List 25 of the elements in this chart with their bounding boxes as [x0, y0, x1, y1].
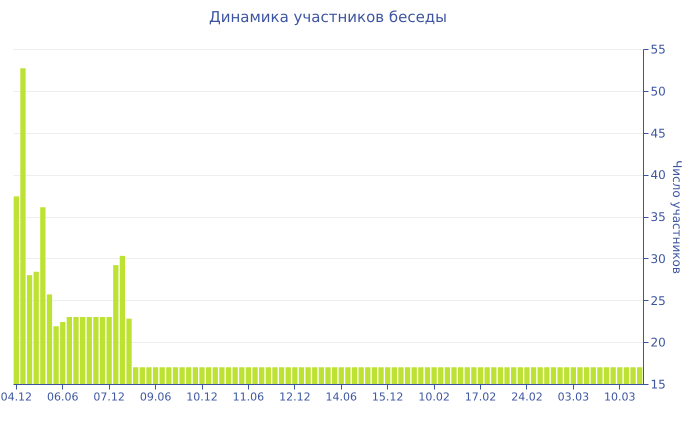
- x-tick-label: 17.02: [464, 390, 496, 404]
- y-tick-label: 50: [650, 84, 666, 98]
- x-tick-label: 12.12: [279, 390, 311, 404]
- x-tick-label: 15.12: [372, 390, 404, 404]
- x-tick-label: 07.12: [93, 390, 125, 404]
- y-axis-title: Число участников: [670, 160, 684, 274]
- y-tick-label: 35: [650, 210, 666, 224]
- y-tick-label: 25: [650, 294, 666, 308]
- x-tick-label: 10.12: [186, 390, 218, 404]
- x-tick-label: 10.02: [418, 390, 450, 404]
- x-tick-label: 10.03: [604, 390, 636, 404]
- y-tick-label: 40: [650, 168, 666, 182]
- x-tick-label: 03.03: [558, 390, 590, 404]
- x-tick-label: 11.06: [232, 390, 264, 404]
- y-tick-label: 30: [650, 252, 666, 266]
- x-tick-label: 14.06: [326, 390, 358, 404]
- x-tick-label: 09.06: [140, 390, 172, 404]
- x-tick-label: 24.02: [511, 390, 543, 404]
- y-tick-label: 45: [650, 126, 666, 140]
- x-tick-label: 06.06: [46, 390, 78, 404]
- y-tick-label: 15: [650, 378, 666, 392]
- y-tick-label: 20: [650, 336, 666, 350]
- x-tick-label: 04.12: [0, 390, 32, 404]
- chart-title: Динамика участников беседы: [208, 8, 448, 26]
- y-tick-label: 55: [650, 42, 666, 56]
